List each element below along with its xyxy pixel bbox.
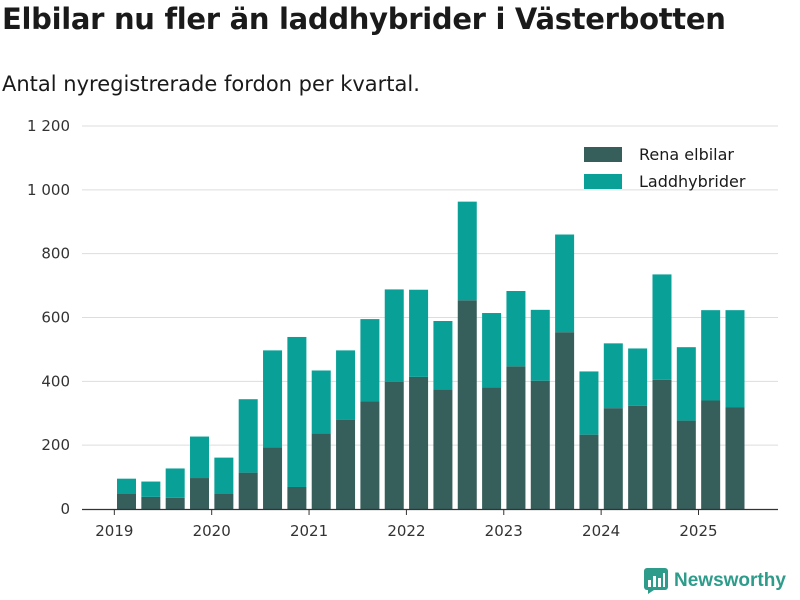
bar-laddhybrider [117,478,136,494]
bar-laddhybrider [506,291,526,367]
bar-laddhybrider [238,399,258,473]
bar-rena-elbilar [384,381,404,509]
bar-laddhybrider [384,289,404,382]
bar-laddhybrider [433,321,453,390]
chart-subtitle: Antal nyregistrerade fordon per kvartal. [2,72,420,96]
bar-laddhybrider [603,343,623,409]
x-tick-label: 2021 [290,522,328,540]
bar-laddhybrider [579,371,599,435]
bar-laddhybrider [165,468,185,498]
bar-rena-elbilar [676,420,696,509]
x-tick-label: 2019 [95,522,133,540]
legend-label: Rena elbilar [639,145,734,164]
bar-rena-elbilar [165,497,185,509]
y-tick-label: 1 200 [27,117,70,135]
bar-rena-elbilar [360,401,380,509]
bar-rena-elbilar [603,408,623,509]
bar-laddhybrider [555,234,575,333]
bar-rena-elbilar [311,433,331,509]
bar-rena-elbilar [433,389,453,509]
bar-laddhybrider [676,347,696,421]
y-tick-label: 200 [41,436,70,454]
newsworthy-brand: Newsworthy [644,568,786,594]
bar-rena-elbilar [530,380,550,509]
bar-rena-elbilar [409,376,429,509]
y-tick-label: 400 [41,372,70,390]
x-tick-label: 2024 [582,522,620,540]
bar-laddhybrider [214,457,234,494]
bar-laddhybrider [409,289,429,377]
bar-laddhybrider [141,481,161,497]
y-tick-label: 0 [60,500,70,518]
bar-laddhybrider [482,313,502,388]
bar-laddhybrider [701,310,721,401]
bar-rena-elbilar [555,332,575,509]
bar-rena-elbilar [482,387,502,509]
bar-chart-logo-icon [644,568,668,594]
bar-rena-elbilar [263,447,283,509]
legend-swatch [584,147,622,162]
bar-laddhybrider [287,336,307,487]
bar-rena-elbilar [238,472,258,509]
y-tick-label: 1 000 [27,181,70,199]
y-tick-label: 800 [41,245,70,263]
legend-label: Laddhybrider [639,172,746,191]
bar-laddhybrider [336,350,356,420]
bar-rena-elbilar [287,486,307,509]
bar-laddhybrider [263,350,283,448]
bar-rena-elbilar [457,300,477,509]
bar-rena-elbilar [628,405,648,509]
bar-rena-elbilar [579,434,599,509]
x-tick-label: 2025 [679,522,717,540]
bar-laddhybrider [311,370,331,434]
bar-laddhybrider [628,348,648,406]
chart-title: Elbilar nu fler än laddhybrider i Väster… [2,2,726,36]
bar-rena-elbilar [214,493,234,509]
x-tick-label: 2022 [387,522,425,540]
legend-swatch [584,174,622,189]
bar-laddhybrider [725,310,745,408]
bar-laddhybrider [360,319,380,402]
bar-rena-elbilar [506,366,526,509]
bar-rena-elbilar [190,478,210,509]
bar-laddhybrider [457,201,477,301]
bar-laddhybrider [530,309,550,381]
bar-rena-elbilar [725,407,745,509]
bar-laddhybrider [190,436,210,479]
x-tick-label: 2023 [485,522,523,540]
x-tick-label: 2020 [193,522,231,540]
bar-rena-elbilar [701,400,721,509]
bar-rena-elbilar [652,379,672,509]
bar-laddhybrider [652,274,672,380]
bar-rena-elbilar [141,496,161,509]
bar-rena-elbilar [336,419,356,509]
bar-rena-elbilar [117,493,136,509]
brand-name: Newsworthy [674,570,786,591]
y-tick-label: 600 [41,309,70,327]
